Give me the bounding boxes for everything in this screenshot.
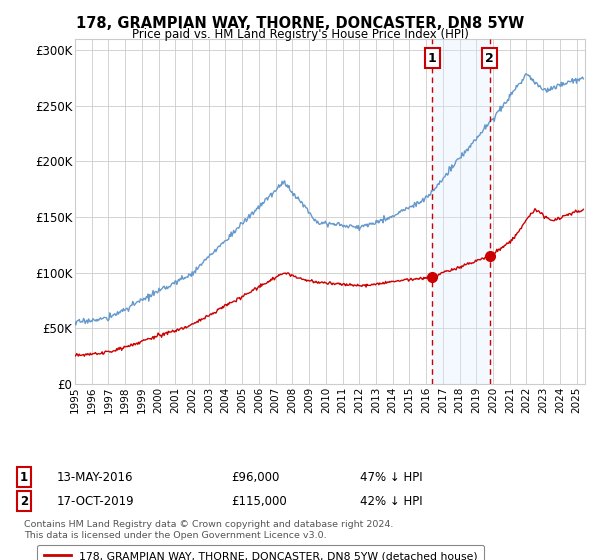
Text: 1: 1	[428, 52, 437, 64]
Text: This data is licensed under the Open Government Licence v3.0.: This data is licensed under the Open Gov…	[24, 531, 326, 540]
Text: 1: 1	[20, 470, 28, 484]
Text: £96,000: £96,000	[231, 470, 280, 484]
Text: 2: 2	[485, 52, 494, 64]
Text: 17-OCT-2019: 17-OCT-2019	[57, 494, 134, 508]
Text: 42% ↓ HPI: 42% ↓ HPI	[360, 494, 422, 508]
Text: Price paid vs. HM Land Registry's House Price Index (HPI): Price paid vs. HM Land Registry's House …	[131, 28, 469, 41]
Text: 2: 2	[20, 494, 28, 508]
Text: 47% ↓ HPI: 47% ↓ HPI	[360, 470, 422, 484]
Text: £115,000: £115,000	[231, 494, 287, 508]
Text: Contains HM Land Registry data © Crown copyright and database right 2024.: Contains HM Land Registry data © Crown c…	[24, 520, 394, 529]
Text: 13-MAY-2016: 13-MAY-2016	[57, 470, 133, 484]
Legend: 178, GRAMPIAN WAY, THORNE, DONCASTER, DN8 5YW (detached house), HPI: Average pri: 178, GRAMPIAN WAY, THORNE, DONCASTER, DN…	[37, 545, 484, 560]
Text: 178, GRAMPIAN WAY, THORNE, DONCASTER, DN8 5YW: 178, GRAMPIAN WAY, THORNE, DONCASTER, DN…	[76, 16, 524, 31]
Bar	[433, 39, 490, 384]
